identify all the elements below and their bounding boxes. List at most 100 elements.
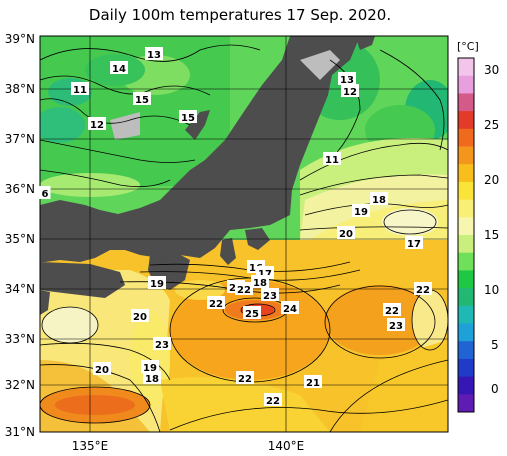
colorbar-tick: 10 [484,283,499,297]
isotherm-label-box [405,236,423,249]
isotherm-label-box [236,371,254,384]
lat-label: 33°N [5,332,35,346]
lon-label: 135°E [72,439,109,453]
colorbar-tick: 5 [491,338,499,352]
isotherm-label: 20 [339,229,353,240]
colorbar-tick: 25 [484,118,499,132]
isotherm-label: 20 [133,312,147,323]
lat-label: 39°N [5,32,35,46]
isotherm-label: 25 [245,309,259,320]
colorbar-segment [458,341,474,360]
colorbar-segment [458,252,474,271]
isotherm-label-box [141,360,159,373]
isotherm-label: 22 [266,396,280,407]
lat-label: 32°N [5,378,35,392]
isotherm-label: 13 [147,50,161,61]
isotherm-label: 19 [354,207,368,218]
isotherm-label: 18 [372,195,386,206]
isotherm-label: 17 [407,239,421,250]
colorbar-tick: 0 [491,382,499,396]
isotherm-label: 22 [238,374,252,385]
isotherm-label: 22 [209,299,223,310]
isotherm-label-box [323,152,341,165]
isotherm-label: 22 [237,285,251,296]
isotherm-label: 18 [145,374,159,385]
latitude-labels: 39°N 38°N 37°N 36°N 35°N 34°N 33°N 32°N … [5,32,35,439]
lat-label: 34°N [5,282,35,296]
isotherm-label-box [261,288,279,301]
colorbar-segment [458,217,474,236]
isotherm-label: 19 [143,363,157,374]
isotherm-label-box [153,337,171,350]
colorbar-segment [458,323,474,342]
isotherm-label-box [338,72,356,85]
isotherm-label: 22 [385,306,399,317]
colorbar-tick: 30 [484,63,499,77]
isotherm-label-box [39,186,51,199]
lat-label: 31°N [5,425,35,439]
lat-label: 38°N [5,82,35,96]
isotherm-labels: 1314111512156131211181920171617181921222… [39,47,432,407]
colorbar-unit: [°C] [457,40,479,53]
colorbar-segment [458,305,474,324]
isotherm-label: 11 [73,85,87,96]
isotherm-label-box [148,276,166,289]
isotherm-label-box [88,117,106,130]
colorbar-segment [458,128,474,147]
map-frame [39,35,449,433]
colorbar-ticks: 30 25 20 15 10 5 0 [484,63,499,396]
isotherm-label-box [414,282,432,295]
colorbar-frame [457,57,475,413]
graticule [40,36,448,432]
colorbar-segment [458,58,474,77]
colorbar-segment [458,288,474,307]
colorbar-segment [458,93,474,112]
colorbar-segment [458,75,474,94]
isotherm-label-box [352,204,370,217]
isotherm-label-box [387,318,405,331]
colorbar-segment [458,146,474,165]
isotherm-label: 14 [112,64,126,75]
isotherm-label-box [131,309,149,322]
isotherm-label: 17 [258,269,272,280]
isotherm-label: 23 [155,340,169,351]
isotherm-label-box [281,301,299,314]
isotherm-label: 6 [42,189,49,200]
isotherm-label: 21 [306,378,320,389]
lon-label: 140°E [268,439,305,453]
map-title: Daily 100m temperatures 17 Sep. 2020. [88,6,392,24]
isotherm-label: 19 [150,279,164,290]
isotherm-label-box [341,84,359,97]
isotherm-label: 15 [181,113,195,124]
colorbar-segment [458,235,474,254]
colorbar-segment [458,358,474,378]
colorbar-segment [458,394,474,413]
isotherm-label-box [71,82,89,95]
isotherm-label: 24 [283,304,297,315]
lat-label: 37°N [5,132,35,146]
isotherm-label-box [133,92,151,105]
isotherm-label: 20 [95,365,109,376]
colorbar [457,57,475,413]
colorbar-segment [458,376,474,395]
isotherm-label-box [143,371,161,384]
isotherm-label-box [383,303,401,316]
longitude-labels: 135°E 140°E [72,439,305,453]
isotherm-label-box [93,362,111,375]
colorbar-tick: 20 [484,173,499,187]
isotherm-label: 22 [416,285,430,296]
isotherm-label: 23 [263,291,277,302]
isotherm-label-box [207,296,225,309]
isotherm-label: 12 [90,120,104,131]
isotherm-label-box [304,375,322,388]
isotherm-label: 23 [389,321,403,332]
isotherm-label-box [179,110,197,123]
colorbar-tick: 15 [484,228,499,242]
isotherm-label: 15 [135,95,149,106]
isotherm-label-box [251,275,269,288]
isotherm-label-box [370,192,388,205]
isotherm-label-box [235,282,253,295]
lat-label: 35°N [5,232,35,246]
isotherm-label-box [243,306,261,319]
